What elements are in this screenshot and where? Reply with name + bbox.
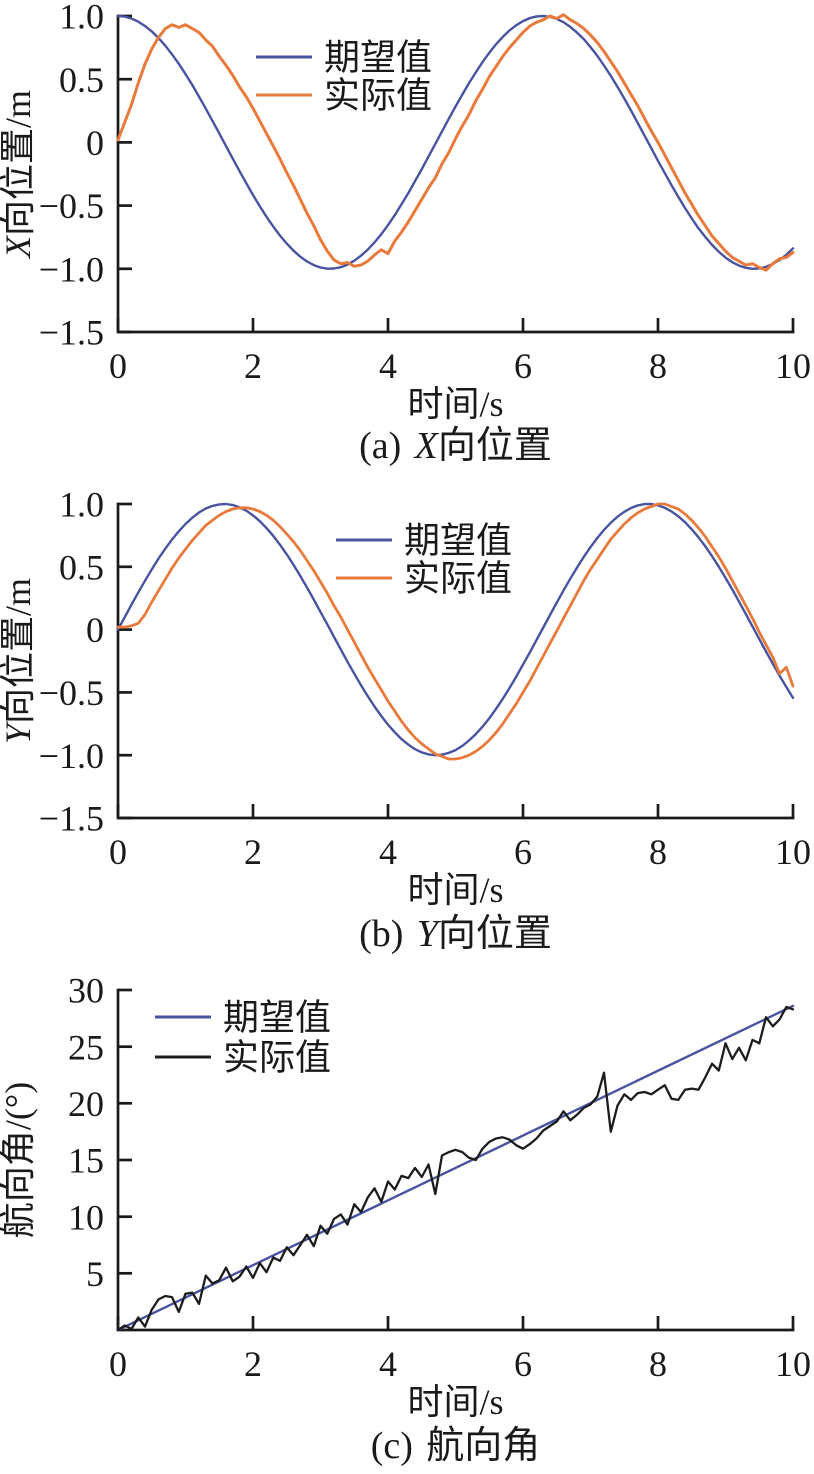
y-tick-label: −1.0 xyxy=(39,249,104,289)
y-tick-labels: 1.0 0.5 0 −0.5 −1.0 −1.5 xyxy=(39,485,104,839)
x-tick-label: 4 xyxy=(379,346,397,386)
caption-heading-angle: (c) 航向角 xyxy=(118,1424,793,1468)
caption-y-position: (b) Y向位置 xyxy=(118,912,793,956)
caption-variable: Y xyxy=(416,913,438,955)
legend-label: 期望值 xyxy=(324,38,432,78)
x-tick-label: 2 xyxy=(244,832,262,872)
y-axis-label: Y向位置/m xyxy=(0,578,38,744)
y-tick-labels: 30 25 20 15 10 5 xyxy=(68,971,104,1294)
y-tick-label: 1.0 xyxy=(59,485,104,525)
y-tick-label: 0.5 xyxy=(59,547,104,587)
caption-x-position: (a) X向位置 xyxy=(118,424,793,468)
x-tick-label: 0 xyxy=(109,832,127,872)
x-tick-labels: 0 2 4 6 8 10 xyxy=(109,1344,811,1384)
axis-ticks xyxy=(116,502,795,820)
x-tick-label: 4 xyxy=(379,832,397,872)
caption-variable: X xyxy=(414,425,438,467)
y-tick-label: 5 xyxy=(86,1254,104,1294)
y-axis-label: 航向角/(°) xyxy=(0,1082,38,1238)
y-tick-label: −0.5 xyxy=(39,186,104,226)
x-tick-label: 10 xyxy=(775,1344,811,1384)
x-tick-label: 8 xyxy=(649,346,667,386)
x-axis-label: 时间/s xyxy=(407,384,503,424)
y-tick-label: 1.0 xyxy=(59,0,104,37)
x-tick-label: 6 xyxy=(514,346,532,386)
x-tick-label: 10 xyxy=(775,832,811,872)
x-tick-label: 0 xyxy=(109,346,127,386)
axis-spines xyxy=(116,14,795,334)
y-tick-label: 20 xyxy=(68,1084,104,1124)
legend-label: 实际值 xyxy=(223,1038,331,1078)
axis-ticks xyxy=(116,988,795,1330)
expected-curve xyxy=(116,14,795,270)
caption-index: (b) xyxy=(359,913,404,955)
y-tick-label: 0.5 xyxy=(59,60,104,100)
x-tick-label: 6 xyxy=(514,1344,532,1384)
x-tick-labels: 0 2 4 6 8 10 xyxy=(109,832,811,872)
y-tick-label: −1.5 xyxy=(39,313,104,353)
legend-label: 期望值 xyxy=(404,521,512,561)
y-tick-label: 25 xyxy=(68,1027,104,1067)
axis-ticks xyxy=(116,14,795,334)
caption-label: 向位置 xyxy=(437,913,552,955)
x-tick-label: 6 xyxy=(514,832,532,872)
legend-label: 期望值 xyxy=(223,998,331,1038)
x-tick-label: 4 xyxy=(379,1344,397,1384)
actual-curve xyxy=(116,1005,795,1332)
y-tick-label: 30 xyxy=(68,971,104,1011)
actual-curve xyxy=(116,502,795,761)
y-tick-label: 0 xyxy=(86,610,104,650)
x-tick-label: 10 xyxy=(775,346,811,386)
x-axis-label: 时间/s xyxy=(407,870,503,910)
caption-label: 向位置 xyxy=(437,425,552,467)
caption-label: 航向角 xyxy=(426,1425,541,1467)
y-tick-label: 10 xyxy=(68,1197,104,1237)
y-tick-label: 0 xyxy=(86,123,104,163)
x-tick-label: 2 xyxy=(244,1344,262,1384)
chart-y-position: 0 2 4 6 8 10 1.0 0.5 0 −0.5 −1.0 −1.5 时间/s Y向位置/m 期望值实… xyxy=(0,485,811,910)
y-tick-labels: 1.0 0.5 0 −0.5 −1.0 −1.5 xyxy=(39,0,104,353)
x-tick-label: 2 xyxy=(244,346,262,386)
expected-curve xyxy=(116,502,795,757)
legend-label: 实际值 xyxy=(404,559,512,599)
x-axis-label: 时间/s xyxy=(407,1382,503,1422)
x-tick-label: 8 xyxy=(649,832,667,872)
x-tick-label: 0 xyxy=(109,1344,127,1384)
x-tick-labels: 0 2 4 6 8 10 xyxy=(109,346,811,386)
actual-curve xyxy=(116,13,795,272)
y-tick-label: −1.5 xyxy=(39,799,104,839)
y-tick-label: −0.5 xyxy=(39,673,104,713)
y-tick-label: −1.0 xyxy=(39,736,104,776)
y-axis-label: X向位置/m xyxy=(0,90,38,260)
x-tick-label: 8 xyxy=(649,1344,667,1384)
chart-x-position: 0 2 4 6 8 10 1.0 0.5 0 −0.5 −1.0 −1.5 时间/s X向位置/m 期望值实… xyxy=(0,0,811,424)
legend-label: 实际值 xyxy=(324,76,432,116)
caption-index: (c) xyxy=(370,1425,413,1467)
caption-index: (a) xyxy=(359,425,402,467)
y-tick-label: 15 xyxy=(68,1141,104,1181)
